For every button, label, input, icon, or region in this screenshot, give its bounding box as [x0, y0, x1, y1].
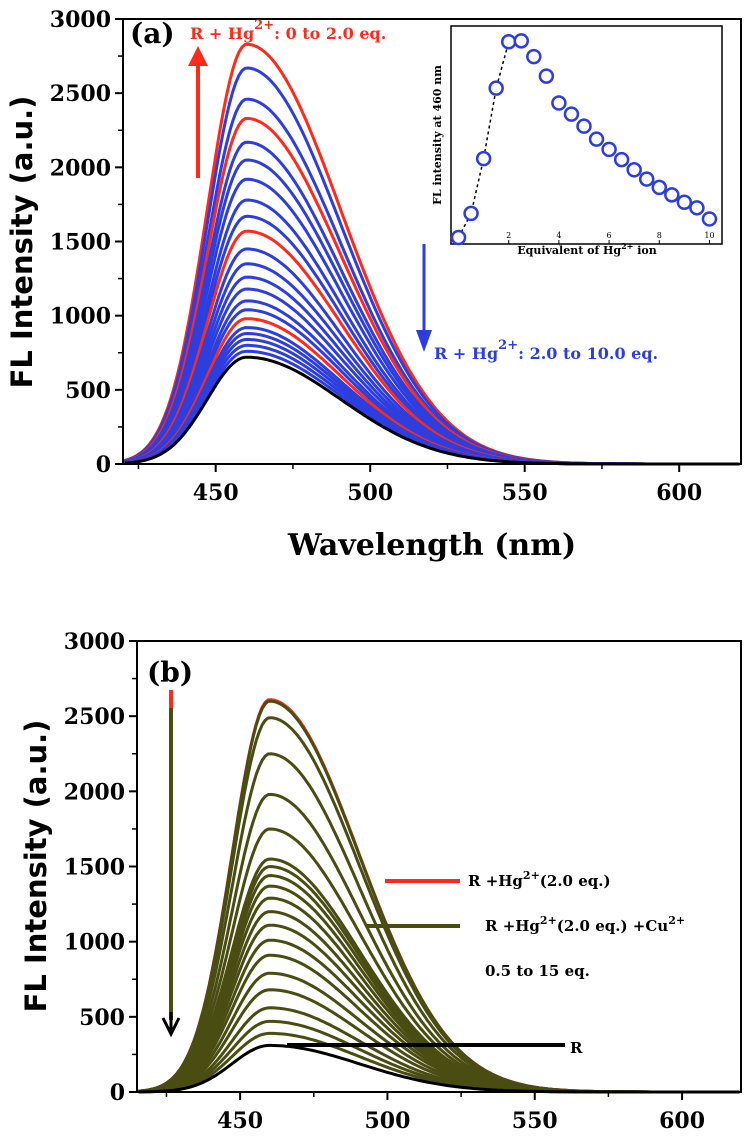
inset-x-tick-label: 6	[607, 231, 612, 240]
inset-points	[450, 33, 718, 246]
panel-a-ticks: 450 500 550 600 0 500 1000 1500 2000 2500 3000	[50, 7, 702, 506]
panel-a: 450 500 550 600 0 500 1000 1500 2000 2500 3000 (a)…	[5, 7, 742, 563]
y-tick-label: 0	[96, 452, 111, 478]
x-tick-label: 600	[656, 480, 702, 506]
inset-point	[563, 106, 580, 122]
inset-x-axis-title: Equivalent of Hg2+ ion	[517, 241, 656, 257]
y-tick-label: 1500	[64, 855, 125, 881]
x-tick-label: 450	[217, 1108, 263, 1134]
inset-point	[676, 194, 693, 211]
y-tick-label: 3000	[50, 7, 111, 33]
inset-point	[450, 229, 467, 246]
inset-point	[664, 187, 680, 203]
blue-down-arrow-head	[416, 330, 432, 352]
inset-point	[513, 33, 530, 49]
inset-chart: 0246810 Equivalent of Hg2+ ion FL intens…	[431, 25, 723, 257]
panel-a-x-axis-title: Wavelength (nm)	[287, 528, 576, 563]
inset-point	[551, 95, 567, 111]
inset-x-tick-label: 2	[506, 231, 511, 240]
inset-point	[463, 205, 479, 222]
red-annotation: R + Hg2+: 0 to 2.0 eq.	[190, 18, 386, 43]
x-tick-label: 500	[347, 480, 393, 506]
inset-point	[538, 68, 555, 84]
y-tick-label: 500	[65, 378, 111, 404]
inset-point	[701, 211, 718, 227]
legend-olive-label: R +Hg2+(2.0 eq.) +Cu2+	[485, 914, 685, 935]
inset-point	[588, 131, 605, 147]
inset-point	[601, 141, 617, 158]
inset-x-tick-label: 4	[556, 231, 561, 240]
inset-frame	[450, 25, 723, 245]
y-tick-label: 1000	[64, 930, 125, 956]
x-tick-label: 600	[659, 1108, 705, 1134]
down-arrow-head	[161, 1017, 181, 1038]
inset-point	[689, 200, 705, 216]
inset-point	[576, 118, 592, 134]
inset-x-tick-label: 10	[704, 231, 714, 240]
legend-black-label: R	[570, 1039, 583, 1057]
inset-point	[500, 34, 517, 50]
y-tick-label: 2500	[64, 704, 125, 730]
inset-y-axis-title: FL intensity at 460 nm	[431, 65, 444, 205]
inset-point	[488, 80, 504, 96]
legend-red-label: R +Hg2+(2.0 eq.)	[468, 869, 611, 890]
legend-olive-range: 0.5 to 15 eq.	[485, 962, 590, 980]
inset-point	[651, 179, 668, 196]
y-tick-label: 3000	[64, 629, 125, 655]
panel-b-y-axis-title: FL Intensity (a.u.)	[19, 720, 53, 1013]
inset-x-tick-label: 8	[657, 231, 662, 240]
inset-dashed-line	[457, 41, 510, 238]
panel-b-curves	[138, 698, 740, 1094]
y-tick-label: 1000	[50, 304, 111, 330]
panel-b: 450 500 550 600 0 500 1000 1500 2000 2500 3000 (b)…	[19, 629, 742, 1134]
y-tick-label: 1500	[50, 230, 111, 256]
inset-point	[626, 162, 642, 178]
inset-point	[475, 150, 492, 167]
x-tick-label: 550	[512, 1108, 558, 1134]
inset-point	[526, 48, 542, 65]
x-tick-label: 450	[193, 480, 239, 506]
x-tick-label: 500	[364, 1108, 410, 1134]
y-tick-label: 0	[110, 1080, 125, 1106]
y-tick-label: 2500	[50, 81, 111, 107]
panel-a-label: (a)	[130, 17, 175, 50]
inset-point	[638, 171, 655, 187]
inset-point	[613, 151, 630, 168]
red-up-arrow-head	[188, 46, 208, 66]
blue-annotation: R + Hg2+: 2.0 to 10.0 eq.	[434, 338, 658, 363]
panel-b-ticks: 450 500 550 600 0 500 1000 1500 2000 2500 3000	[64, 629, 705, 1134]
y-tick-label: 2000	[64, 779, 125, 805]
y-tick-label: 500	[79, 1005, 125, 1031]
panel-a-y-axis-title: FL Intensity (a.u.)	[5, 96, 39, 389]
y-tick-label: 2000	[50, 155, 111, 181]
x-tick-label: 550	[502, 480, 548, 506]
panel-b-label: (b)	[147, 656, 193, 689]
